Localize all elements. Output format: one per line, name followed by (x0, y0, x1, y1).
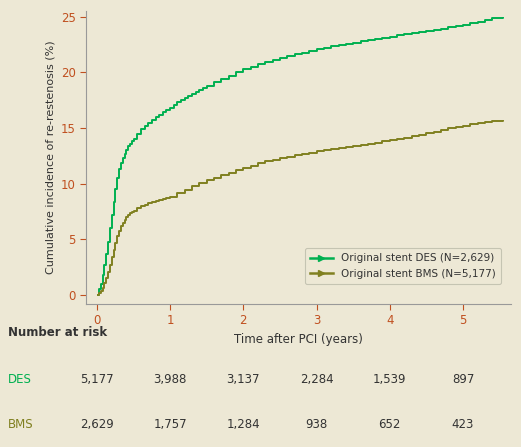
Text: 5,177: 5,177 (80, 373, 114, 386)
Text: 1,284: 1,284 (227, 418, 260, 431)
Text: 2,629: 2,629 (80, 418, 114, 431)
Text: 1,539: 1,539 (373, 373, 406, 386)
Legend: Original stent DES (N=2,629), Original stent BMS (N=5,177): Original stent DES (N=2,629), Original s… (305, 248, 501, 284)
Text: Number at risk: Number at risk (8, 326, 107, 339)
Text: 938: 938 (305, 418, 328, 431)
Text: 2,284: 2,284 (300, 373, 333, 386)
Text: 1,757: 1,757 (153, 418, 187, 431)
Text: BMS: BMS (8, 418, 33, 431)
Text: 3,137: 3,137 (227, 373, 260, 386)
Text: 3,988: 3,988 (154, 373, 187, 386)
Text: 652: 652 (379, 418, 401, 431)
Text: 423: 423 (452, 418, 474, 431)
X-axis label: Time after PCI (years): Time after PCI (years) (234, 333, 363, 346)
Y-axis label: Cumulative incidence of re-restenosis (%): Cumulative incidence of re-restenosis (%… (45, 41, 55, 274)
Text: DES: DES (8, 373, 32, 386)
Text: 897: 897 (452, 373, 474, 386)
